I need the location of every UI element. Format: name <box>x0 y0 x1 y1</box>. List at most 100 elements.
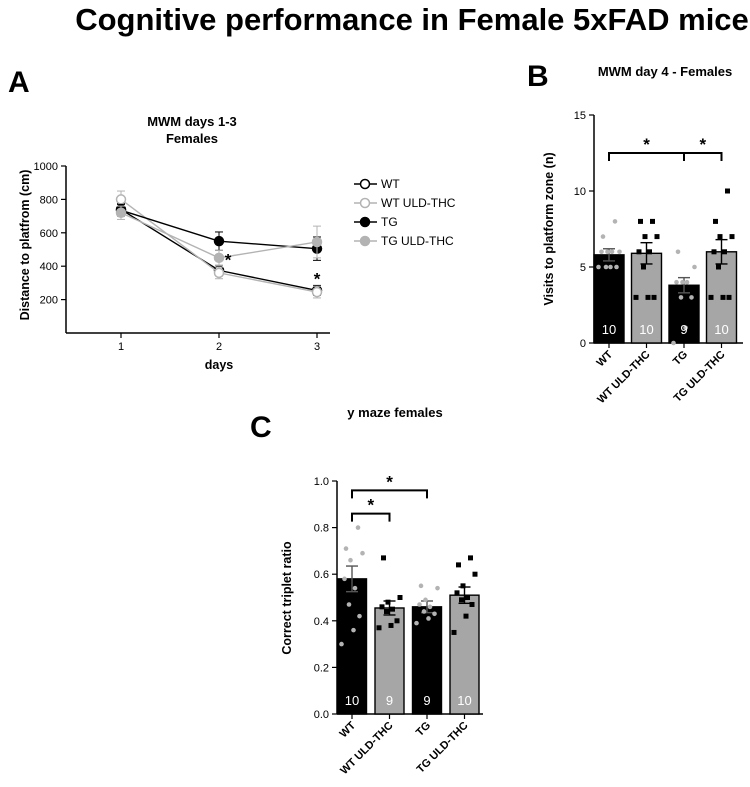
panel-c-data-point <box>342 576 347 582</box>
panel-b-data-point <box>609 249 615 255</box>
panel-c-significance-mark: * <box>386 472 393 491</box>
panel-c-n-label: 10 <box>345 693 359 708</box>
panel-letter-a: A <box>8 66 30 99</box>
panel-a-legend-label: TG <box>381 215 398 229</box>
panel-b-data-point <box>651 294 657 300</box>
panel-c-y-tick-label: 1.0 <box>314 476 329 488</box>
panel-b-data-point <box>726 294 732 300</box>
panel-c-category-label: WT <box>338 719 359 740</box>
figure-title: Cognitive performance in Female 5xFAD mi… <box>75 2 749 37</box>
panel-c-data-point <box>397 595 403 600</box>
panel-c-data-point <box>394 618 400 624</box>
panel-a-legend-label: WT ULD-THC <box>381 196 456 210</box>
panel-c-significance-mark: * <box>367 496 374 515</box>
panel-b-n-label: 10 <box>714 322 728 337</box>
panel-c-significance-bracket <box>351 489 428 499</box>
panel-b-category-label: WT <box>595 348 616 369</box>
panel-c-n-label: 10 <box>457 693 471 708</box>
panel-a-legend-label: TG ULD-THC <box>381 234 454 248</box>
panel-b-data-point <box>678 295 684 300</box>
panel-a-legend-marker <box>359 178 371 190</box>
panel-b-title: MWM day 4 - Females <box>598 64 732 79</box>
panel-b-data-point <box>617 249 622 255</box>
panel-a-ylabel: Distance to platfrom (cm) <box>18 170 32 321</box>
panel-b-category-label: TG <box>671 349 690 368</box>
panel-c-data-point <box>469 601 475 607</box>
panel-b-n-label: 10 <box>639 322 653 337</box>
panel-c-data-point <box>348 557 353 563</box>
panel-c-data-point <box>427 604 433 610</box>
panel-a-legend-marker <box>359 197 371 209</box>
panel-b-data-point <box>654 234 660 240</box>
panel-b: MWM day 4 - Females Visits to platform z… <box>542 64 743 406</box>
panel-a-y-tick-label: 600 <box>40 228 58 240</box>
panel-c-data-point <box>346 602 352 607</box>
panel-a-x-tick-label: 3 <box>314 341 320 353</box>
panel-a-data-point <box>213 235 225 247</box>
panel-b-y-tick-label: 0 <box>580 338 586 350</box>
panel-a-title-line1: MWM days 1-3 <box>147 114 237 129</box>
panel-c-y-tick-label: 0.8 <box>314 523 329 535</box>
panel-c-data-point <box>421 609 427 614</box>
panel-letter-b: B <box>527 60 549 93</box>
panel-b-data-point <box>716 264 721 270</box>
panel-c-data-point <box>418 583 424 589</box>
panel-b-data-point <box>708 294 714 300</box>
panel-b-n-label: 10 <box>602 322 616 337</box>
panel-a-data-point <box>213 267 225 279</box>
panel-b-y-tick-label: 10 <box>574 186 586 198</box>
panel-c-data-point <box>465 595 470 600</box>
panel-a-y-tick-label: 800 <box>40 194 58 206</box>
panel-c-data-point <box>376 625 382 631</box>
panel-a-legend-label: WT <box>381 177 400 191</box>
panel-c-data-point <box>417 602 422 607</box>
panel-b-data-point <box>638 218 643 224</box>
panel-a-data-point <box>311 236 323 248</box>
panel-c-data-point <box>390 606 395 612</box>
panel-a-significance-mark: * <box>314 270 321 289</box>
panel-b-data-point <box>645 294 651 300</box>
panel-b-significance-bracket <box>608 152 685 161</box>
panel-c-data-point <box>435 585 440 591</box>
panel-b-data-point <box>599 249 604 255</box>
panel-a-x-tick-label: 2 <box>216 341 222 353</box>
panel-c-data-point <box>414 620 419 626</box>
panel-b-data-point <box>614 264 619 270</box>
panel-b-data-point <box>711 249 717 255</box>
panel-a-y-tick-label: 400 <box>40 261 58 273</box>
panel-c-category-label: TG <box>414 720 433 739</box>
panel-b-data-point <box>605 249 610 255</box>
panel-a-xlabel: days <box>205 358 234 372</box>
panel-c-data-point <box>385 599 391 605</box>
panel-c-data-point <box>456 562 461 568</box>
panel-c-data-point <box>460 583 466 589</box>
panel-c-bar <box>336 578 368 715</box>
panel-b-significance-mark: * <box>643 135 650 154</box>
panel-c-data-point <box>423 597 428 603</box>
panel-b-data-point <box>647 249 652 255</box>
panel-b-y-tick-label: 5 <box>580 262 586 274</box>
panel-b-data-point <box>720 294 726 300</box>
panel-b-data-point <box>683 325 688 331</box>
panel-b-data-point <box>600 234 606 239</box>
panel-c-data-point <box>339 641 344 647</box>
panel-c-y-tick-label: 0.0 <box>314 709 329 721</box>
panel-c: y maze females Correct triplet ratio 0.0… <box>280 405 483 777</box>
panel-b-data-point <box>608 264 613 270</box>
panel-c-significance-bracket <box>351 512 391 522</box>
panel-c-y-tick-label: 0.4 <box>314 616 329 628</box>
panel-c-data-point <box>432 611 437 617</box>
panel-b-data-point <box>642 234 648 240</box>
panel-c-data-point <box>463 613 469 619</box>
panel-b-data-point <box>680 279 685 285</box>
panel-b-data-point <box>675 249 681 255</box>
panel-b-y-tick-label: 15 <box>574 110 586 122</box>
panel-b-data-point <box>612 219 618 224</box>
panel-a-y-tick-label: 200 <box>40 295 58 307</box>
panel-c-data-point <box>468 555 473 561</box>
panel-b-data-point <box>713 218 718 224</box>
panel-c-data-point <box>352 585 358 591</box>
panel-c-data-point <box>384 608 389 614</box>
panel-a-title-line2: Females <box>166 131 218 146</box>
panel-a-data-point <box>115 207 127 219</box>
